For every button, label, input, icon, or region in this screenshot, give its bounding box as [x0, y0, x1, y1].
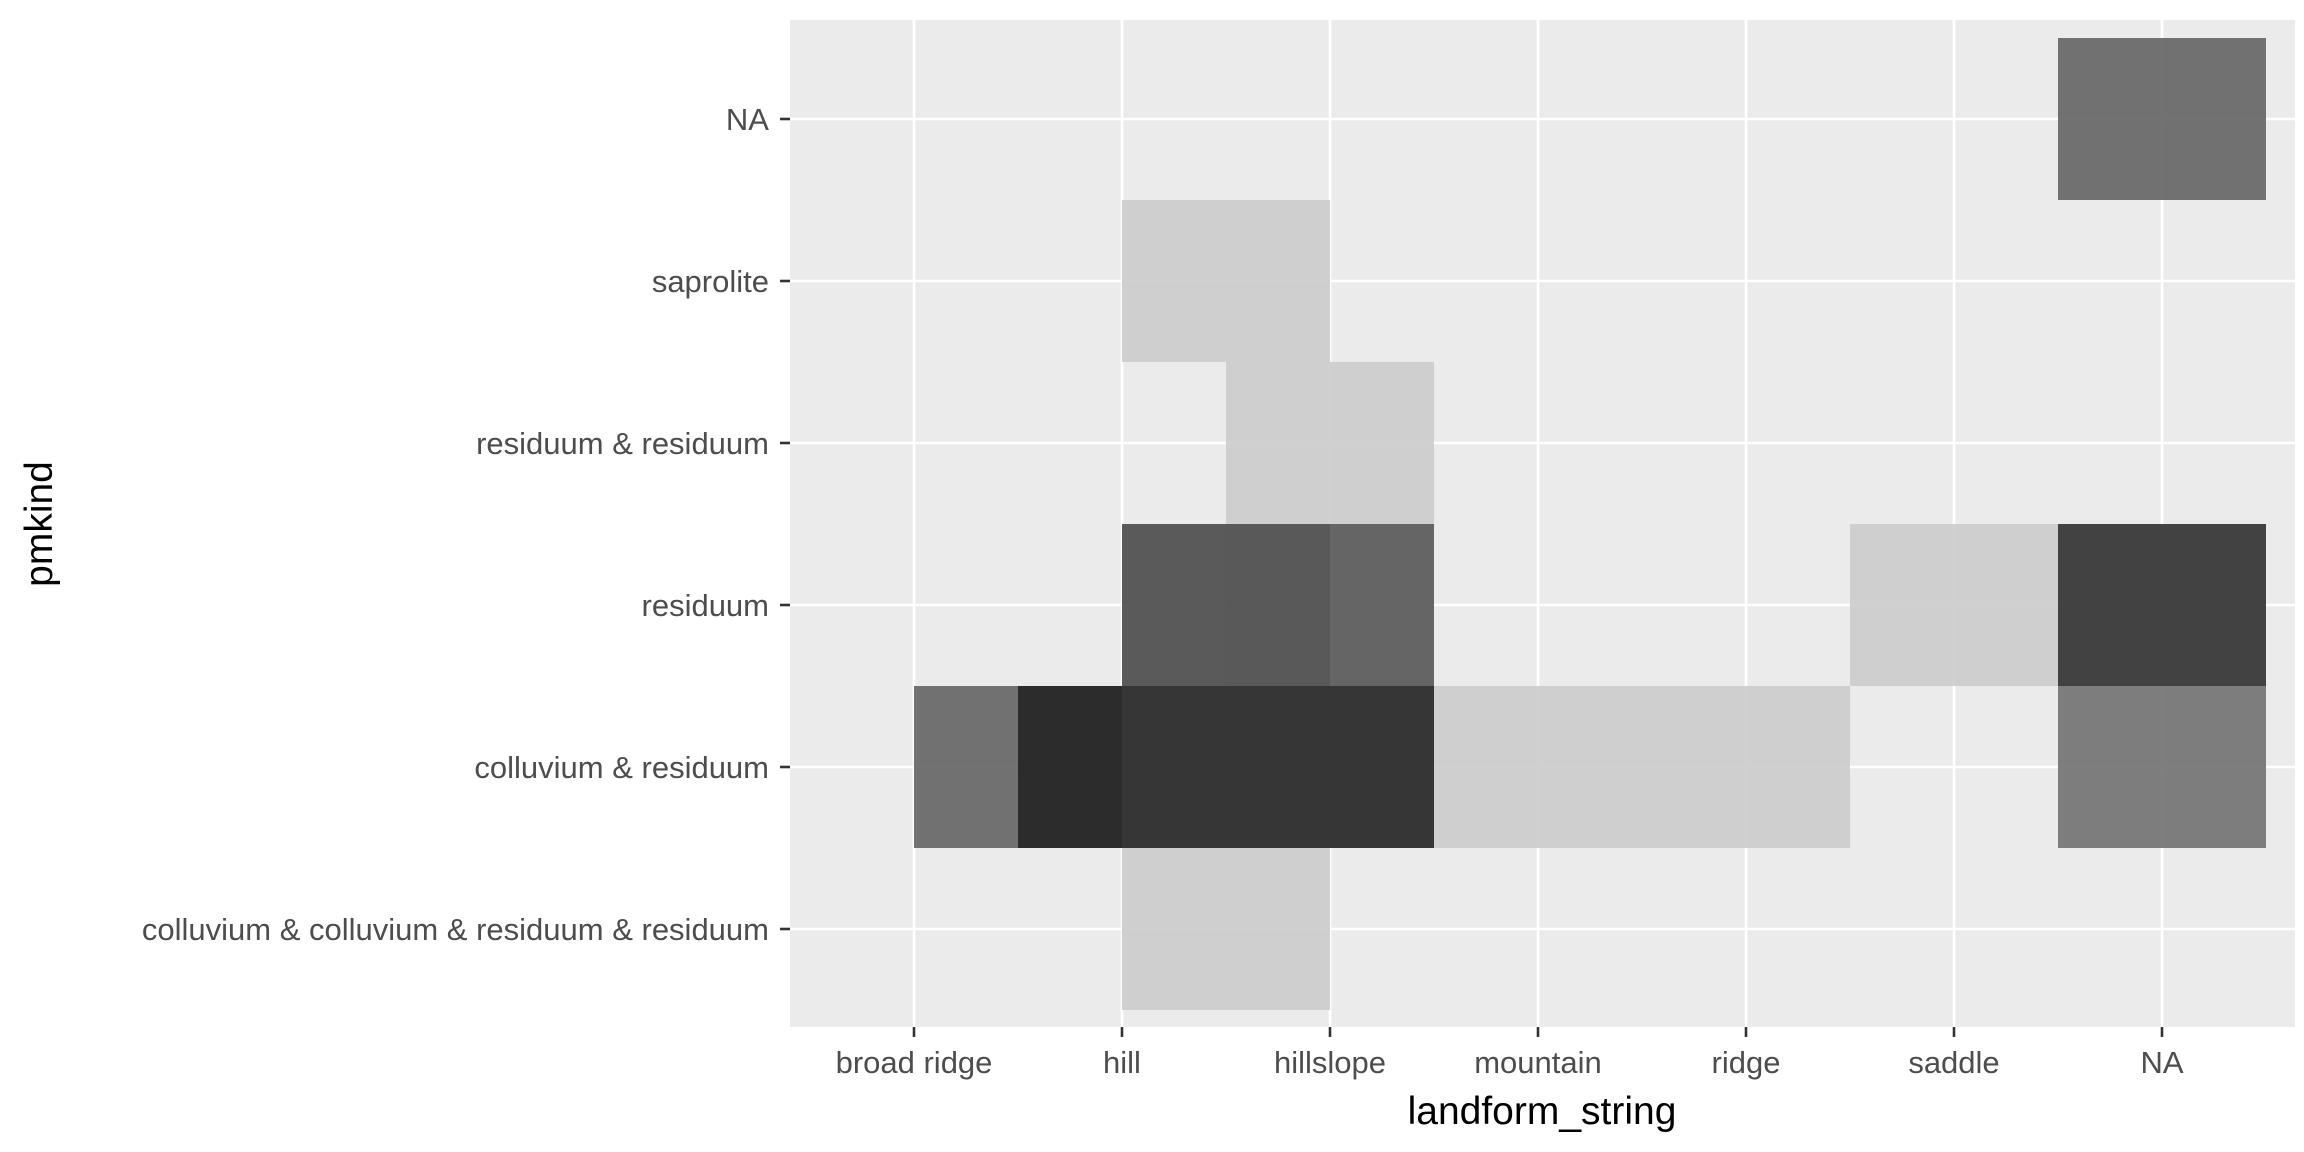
heatmap-tile	[1434, 686, 1850, 848]
heatmap-tile	[2058, 524, 2266, 686]
heatmap-tile	[2058, 686, 2266, 848]
x-tick-label: hillslope	[1274, 1045, 1386, 1080]
y-tick-label: colluvium & colluvium & residuum & resid…	[142, 912, 769, 947]
y-axis: colluvium & colluvium & residuum & resid…	[142, 102, 790, 947]
y-tick-label: colluvium & residuum	[474, 750, 769, 785]
panel-background	[790, 20, 2295, 1027]
x-tick-label: NA	[2140, 1045, 2183, 1080]
heatmap-tile	[1226, 524, 1434, 686]
y-tick-label: residuum	[642, 588, 770, 623]
y-tick-label: saprolite	[652, 264, 769, 299]
x-tick-label: broad ridge	[836, 1045, 993, 1080]
x-tick-label: saddle	[1908, 1045, 1999, 1080]
heatmap-tile	[1018, 686, 1434, 848]
y-tick-label: residuum & residuum	[476, 426, 769, 461]
heatmap-tile	[2058, 38, 2266, 200]
y-tick-label: NA	[726, 102, 769, 137]
x-tick-label: ridge	[1712, 1045, 1781, 1080]
x-tick-label: mountain	[1474, 1045, 1602, 1080]
heatmap-tile	[1226, 362, 1434, 524]
heatmap-tile	[1122, 848, 1330, 1010]
heatmap-tile	[1122, 200, 1330, 362]
plot-panel	[790, 20, 2295, 1027]
y-axis-title: pmkind	[18, 461, 61, 587]
heatmap-tiles	[914, 38, 2266, 1010]
x-axis-title: landform_string	[1408, 1090, 1677, 1133]
heatmap-tile	[1850, 524, 2058, 686]
x-tick-label: hill	[1103, 1045, 1141, 1080]
x-axis: broad ridge hill hillslope mountain ridge sad…	[836, 1027, 2184, 1080]
